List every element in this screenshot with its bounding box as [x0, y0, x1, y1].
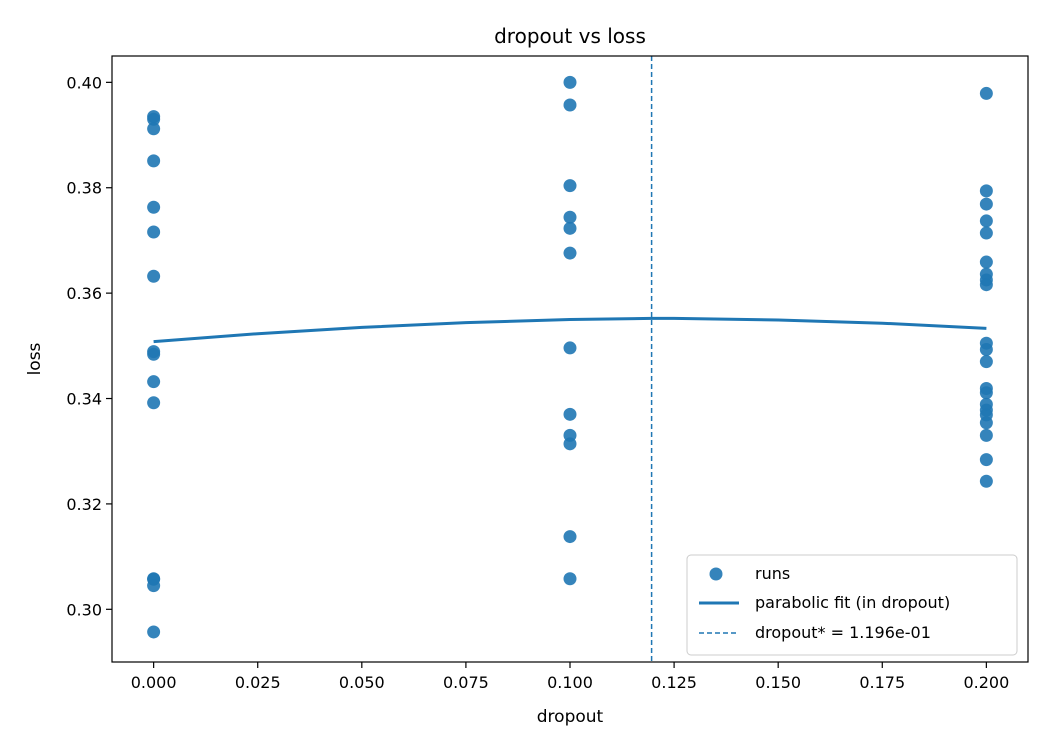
y-tick-label: 0.34 [66, 390, 102, 409]
data-point [563, 246, 577, 260]
data-point [147, 112, 161, 126]
data-point [147, 225, 161, 239]
data-point [979, 453, 993, 467]
data-point [147, 269, 161, 283]
data-point [563, 210, 577, 224]
data-point [563, 75, 577, 89]
y-tick-label: 0.32 [66, 495, 102, 514]
data-point [147, 154, 161, 168]
data-point [147, 375, 161, 389]
legend-label-fit: parabolic fit (in dropout) [755, 593, 950, 612]
data-point [979, 416, 993, 430]
data-point [147, 579, 161, 593]
data-point [979, 386, 993, 400]
data-point [563, 572, 577, 586]
legend-box [686, 554, 1018, 656]
data-point [147, 122, 161, 136]
x-tick-label: 0.100 [547, 673, 593, 692]
x-tick-label: 0.150 [755, 673, 801, 692]
data-point [563, 407, 577, 421]
data-point [979, 343, 993, 357]
x-tick-label: 0.075 [443, 673, 489, 692]
data-point [563, 437, 577, 451]
y-tick-label: 0.40 [66, 73, 102, 92]
data-point [147, 625, 161, 639]
chart-title: dropout vs loss [494, 24, 646, 48]
data-point [979, 197, 993, 211]
x-tick-label: 0.175 [859, 673, 905, 692]
y-tick-label: 0.38 [66, 179, 102, 198]
data-point [563, 221, 577, 235]
x-tick-label: 0.025 [235, 673, 281, 692]
legend-label-vline: dropout* = 1.196e-01 [755, 623, 931, 642]
data-point [979, 474, 993, 488]
data-point [979, 278, 993, 292]
legend-label-runs: runs [755, 564, 790, 583]
plot-area [147, 56, 993, 662]
x-tick-label: 0.200 [963, 673, 1009, 692]
data-point [563, 530, 577, 544]
data-point [979, 355, 993, 369]
x-tick-label: 0.050 [339, 673, 385, 692]
data-point [563, 179, 577, 193]
data-point [979, 255, 993, 269]
data-point [147, 200, 161, 214]
data-point [147, 347, 161, 361]
x-axis: 0.000 0.025 0.050 0.075 0.100 0.125 0.150 0.175… [131, 662, 1009, 692]
data-point [979, 86, 993, 100]
y-tick-label: 0.30 [66, 600, 102, 619]
x-tick-label: 0.125 [651, 673, 697, 692]
data-point [147, 396, 161, 410]
data-point [979, 214, 993, 228]
data-point [979, 184, 993, 198]
data-point [563, 98, 577, 112]
data-point [563, 341, 577, 355]
y-axis-label: loss [25, 342, 45, 375]
y-tick-label: 0.36 [66, 284, 102, 303]
legend: runs parabolic fit (in dropout) dropout*… [686, 554, 1018, 656]
y-axis: 0.30 0.32 0.34 0.36 0.38 0.40 [66, 73, 112, 619]
data-point [979, 226, 993, 240]
legend-marker-runs [709, 567, 723, 581]
x-axis-label: dropout [537, 707, 604, 727]
data-point [979, 428, 993, 442]
x-tick-label: 0.000 [131, 673, 177, 692]
fit-line [153, 316, 987, 344]
